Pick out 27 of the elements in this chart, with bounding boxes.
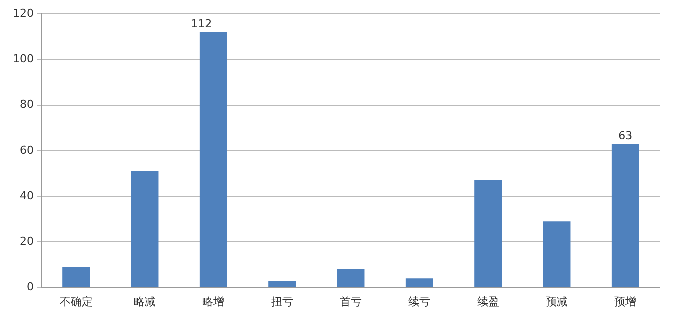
x-tick-label: 预减 bbox=[546, 295, 568, 308]
bar bbox=[268, 280, 296, 288]
bar bbox=[543, 222, 571, 288]
data-label: 112 bbox=[191, 18, 212, 31]
x-tick-label: 略增 bbox=[202, 295, 225, 308]
y-tick-label: 0 bbox=[26, 280, 34, 294]
x-tick-label: 续亏 bbox=[408, 295, 431, 308]
y-tick-label: 60 bbox=[20, 144, 34, 157]
bar bbox=[62, 267, 90, 288]
x-tick-label: 续盈 bbox=[477, 295, 500, 308]
data-label: 63 bbox=[618, 129, 633, 142]
y-tick-label: 40 bbox=[20, 189, 34, 202]
bar bbox=[131, 171, 159, 288]
bar bbox=[337, 270, 365, 288]
y-tick-label: 100 bbox=[12, 52, 34, 66]
bar bbox=[474, 180, 502, 288]
x-tick-label: 扭亏 bbox=[271, 295, 294, 308]
y-tick-label: 80 bbox=[20, 98, 34, 112]
x-tick-label: 略减 bbox=[134, 295, 156, 308]
bar bbox=[200, 32, 228, 288]
bar bbox=[406, 278, 434, 288]
x-tick-label: 不确定 bbox=[60, 295, 93, 308]
bar bbox=[612, 144, 640, 288]
x-tick-label: 预增 bbox=[614, 295, 637, 308]
y-tick-label: 120 bbox=[12, 6, 34, 20]
y-tick-label: 20 bbox=[20, 235, 34, 248]
x-tick-label: 首亏 bbox=[340, 295, 362, 308]
